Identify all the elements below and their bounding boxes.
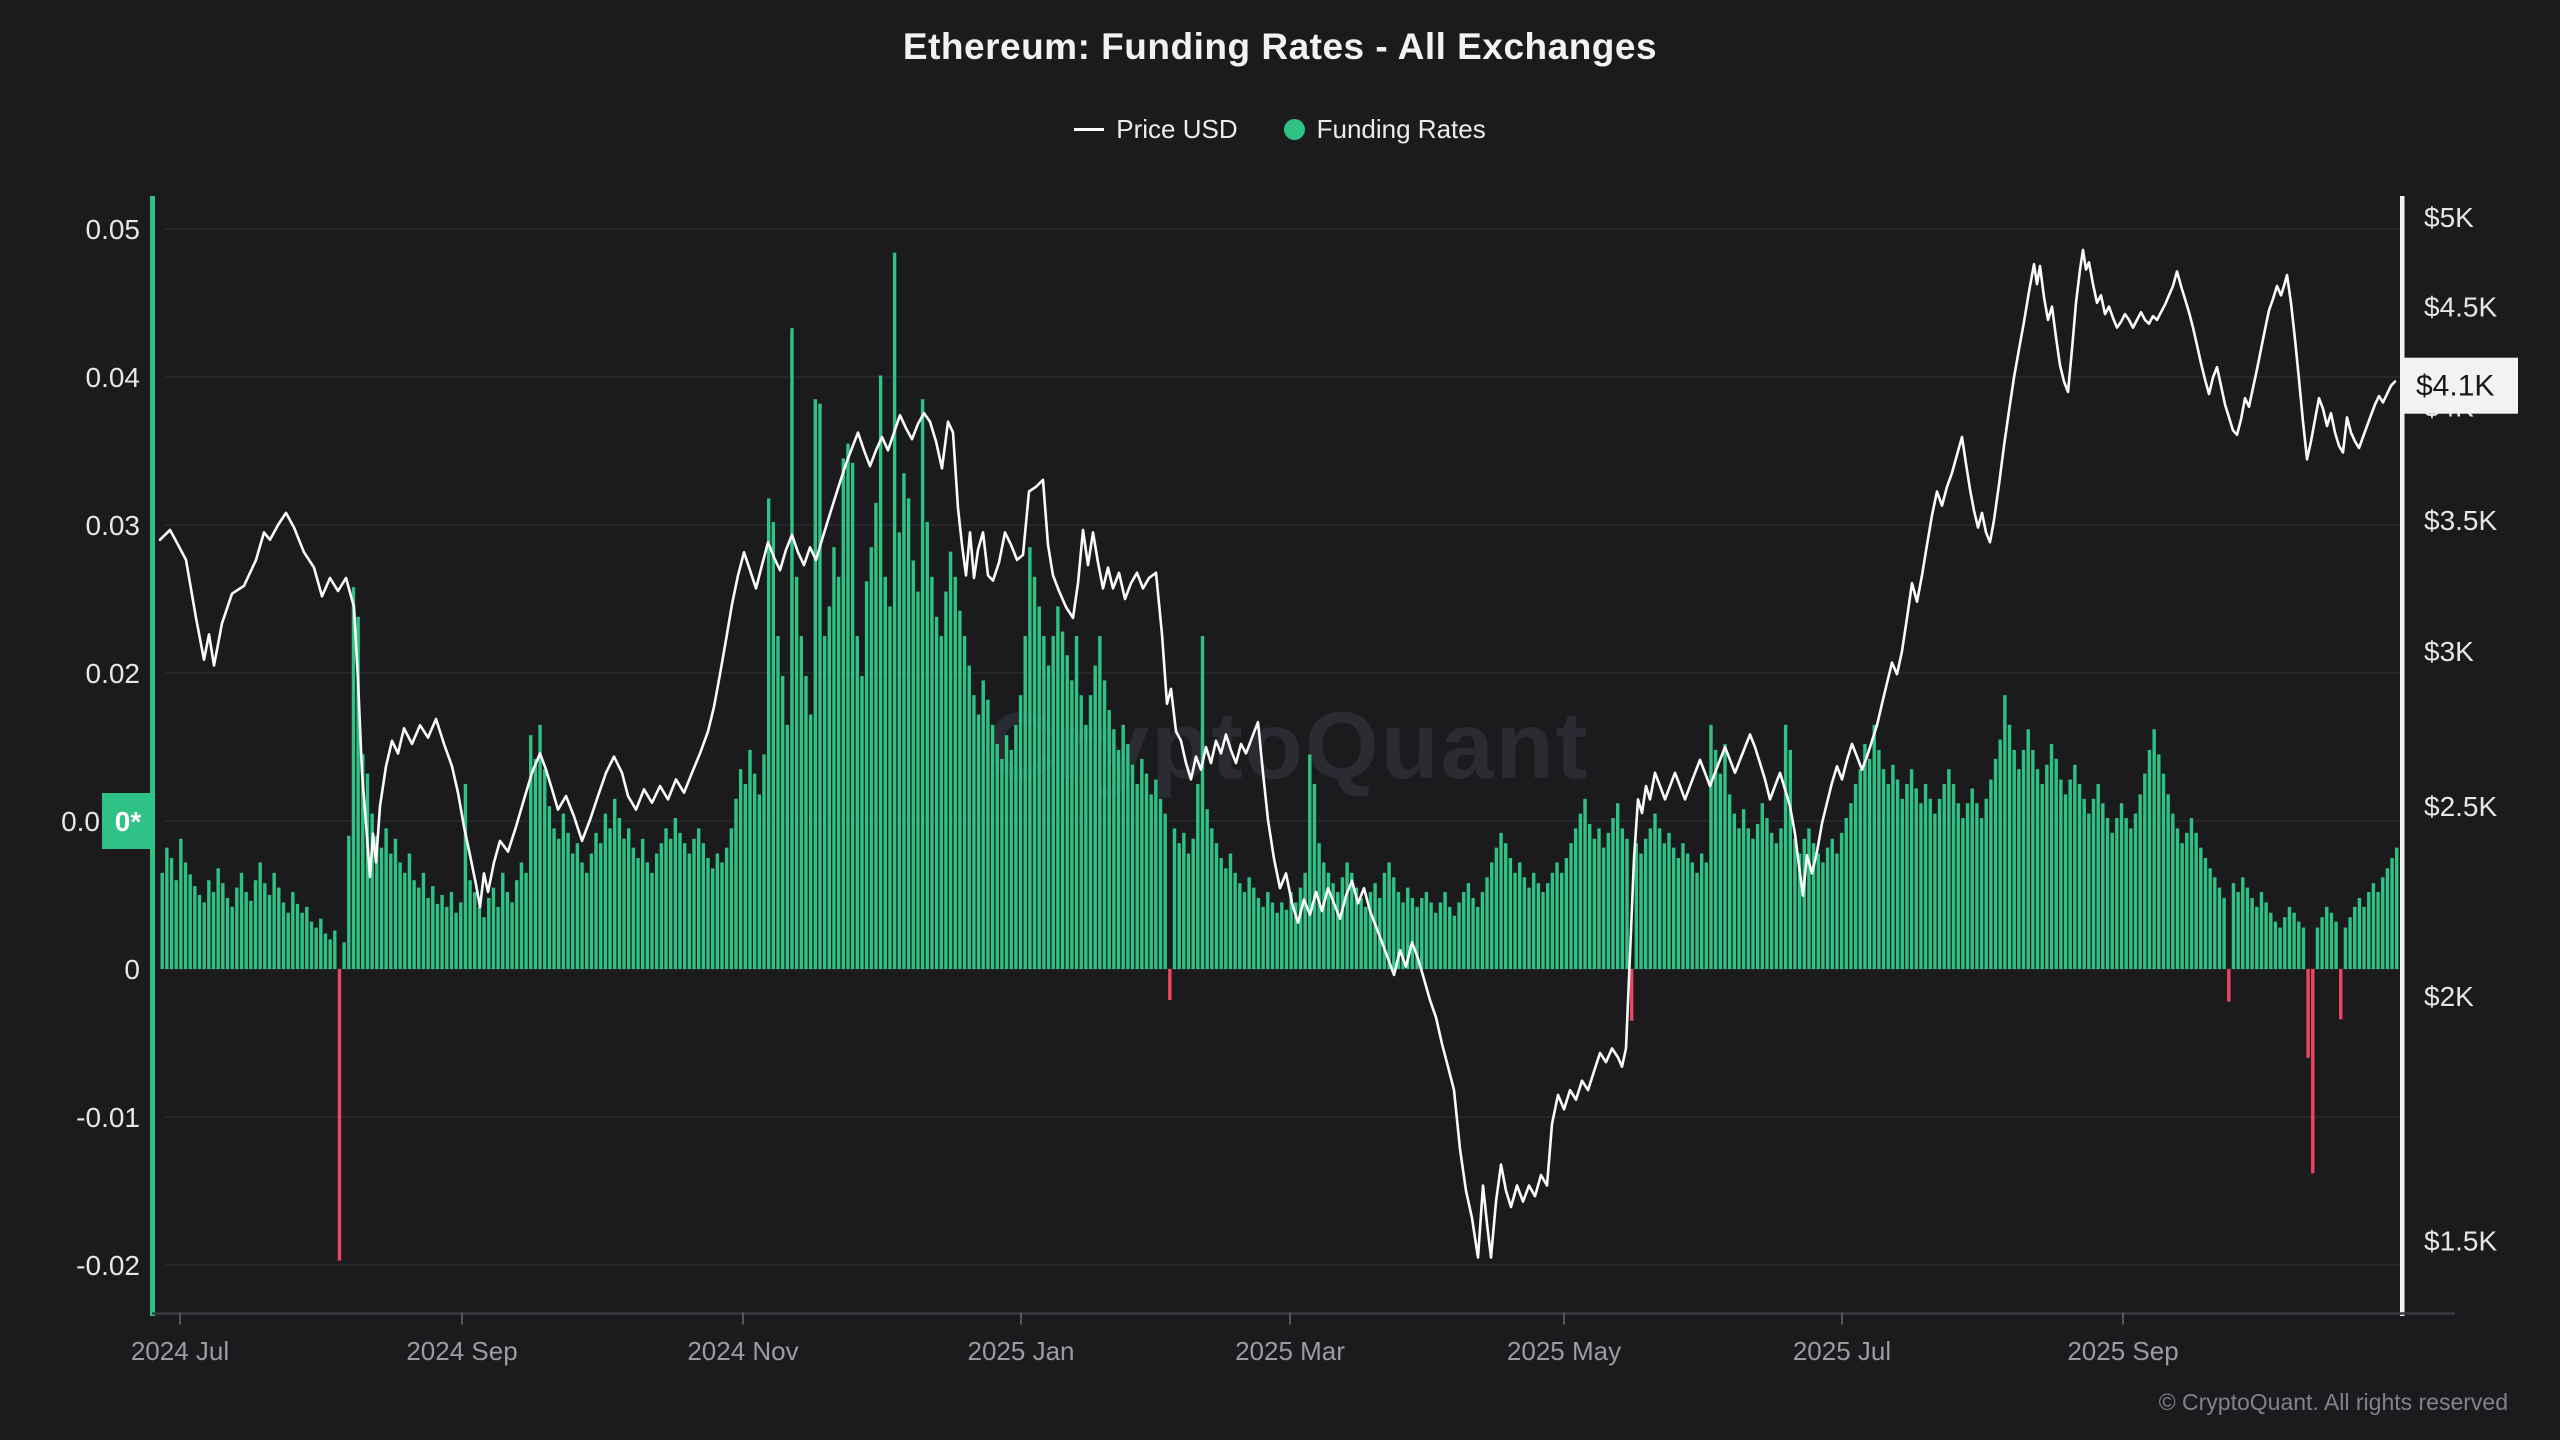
right-axis-tick: $2K	[2424, 981, 2474, 1012]
funding-current-badge-label: 0*	[115, 806, 142, 837]
left-axis-line	[150, 196, 155, 1316]
left-axis-tick: 0.05	[86, 214, 141, 245]
right-axis-tick: $3K	[2424, 636, 2474, 667]
right-axis-tick: $1.5K	[2424, 1225, 2497, 1256]
left-axis-tick: -0.01	[76, 1102, 140, 1133]
x-axis-tick: 2024 Jul	[131, 1336, 229, 1366]
x-axis-tick: 2025 Sep	[2067, 1336, 2178, 1366]
left-axis-tick: 0.04	[86, 362, 141, 393]
price-line-marker-icon	[1074, 128, 1105, 131]
legend-funding-label: Funding Rates	[1316, 114, 1486, 144]
right-axis-tick: $5K	[2424, 202, 2474, 233]
right-axis-tick: $3.5K	[2424, 505, 2497, 536]
x-axis-tick: 2025 Jan	[968, 1336, 1075, 1366]
legend-item-funding[interactable]: Funding Rates	[1283, 114, 1486, 145]
right-axis-line	[2400, 196, 2405, 1316]
x-axis-tick: 2025 May	[1507, 1336, 1621, 1366]
legend-price-label: Price USD	[1116, 114, 1238, 144]
price-line	[158, 248, 2397, 1259]
legend-item-price[interactable]: Price USD	[1074, 114, 1238, 145]
right-axis-tick: $4.5K	[2424, 292, 2497, 323]
copyright: © CryptoQuant. All rights reserved	[2158, 1389, 2508, 1415]
left-axis-tick: 0	[124, 954, 140, 985]
left-axis-tick: -0.02	[76, 1250, 140, 1281]
left-axis-tick: 0.02	[86, 658, 141, 689]
left-axis-tick: 0.0	[61, 806, 100, 837]
x-axis-tick: 2025 Jul	[1793, 1336, 1891, 1366]
price-current-badge-label: $4.1K	[2416, 370, 2494, 403]
price-current-badge	[2402, 357, 2518, 414]
chart-title: Ethereum: Funding Rates - All Exchanges	[902, 26, 1658, 67]
x-axis-tick: 2024 Nov	[687, 1336, 798, 1366]
x-axis-tick: 2025 Mar	[1235, 1336, 1345, 1366]
left-axis-tick: 0.03	[86, 510, 141, 541]
funding-current-badge	[102, 793, 154, 849]
x-axis-tick: 2024 Sep	[406, 1336, 517, 1366]
legend: Price USD Funding Rates	[0, 114, 2560, 145]
funding-dot-marker-icon	[1283, 119, 1305, 140]
right-axis-tick: $2.5K	[2424, 791, 2497, 822]
